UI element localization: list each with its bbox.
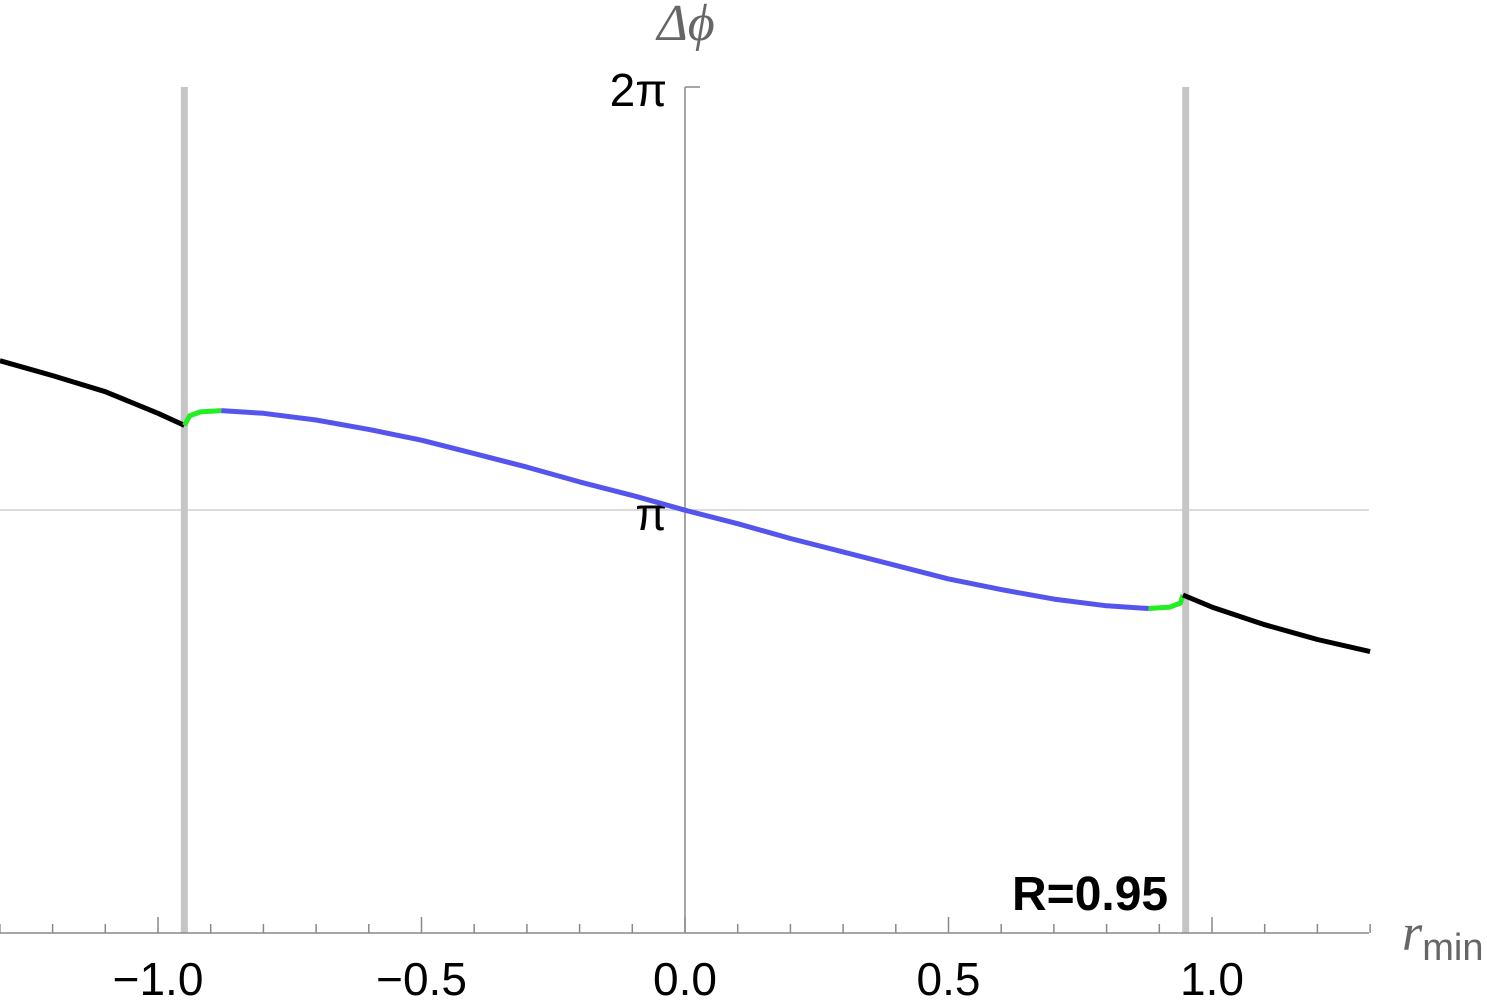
x-tick-label-2: 0.0 [653,953,717,1000]
series-line-2 [221,408,1149,611]
x-axis-label-main: r [1402,905,1423,962]
series-line-3 [1148,594,1186,611]
x-tick-label-1: −0.5 [376,953,467,1000]
y-tick-label-1: 2π [610,64,667,116]
y-axis-label: Δϕ [655,0,714,52]
x-tick-label-3: 0.5 [917,953,981,1000]
x-tick-label-0: −1.0 [113,953,204,1000]
series-layer [0,358,1371,655]
x-tick-label-4: 1.0 [1180,953,1244,1000]
x-axis-label: rmin [1402,905,1483,969]
series-line-4 [1182,592,1371,655]
annotation-label: R=0.95 [1012,868,1168,921]
series-line-0 [0,358,186,428]
labels-layer: Δϕ rmin R=0.95 [655,0,1483,969]
series-line-1 [182,408,222,427]
x-axis-label-sub: min [1422,927,1483,969]
